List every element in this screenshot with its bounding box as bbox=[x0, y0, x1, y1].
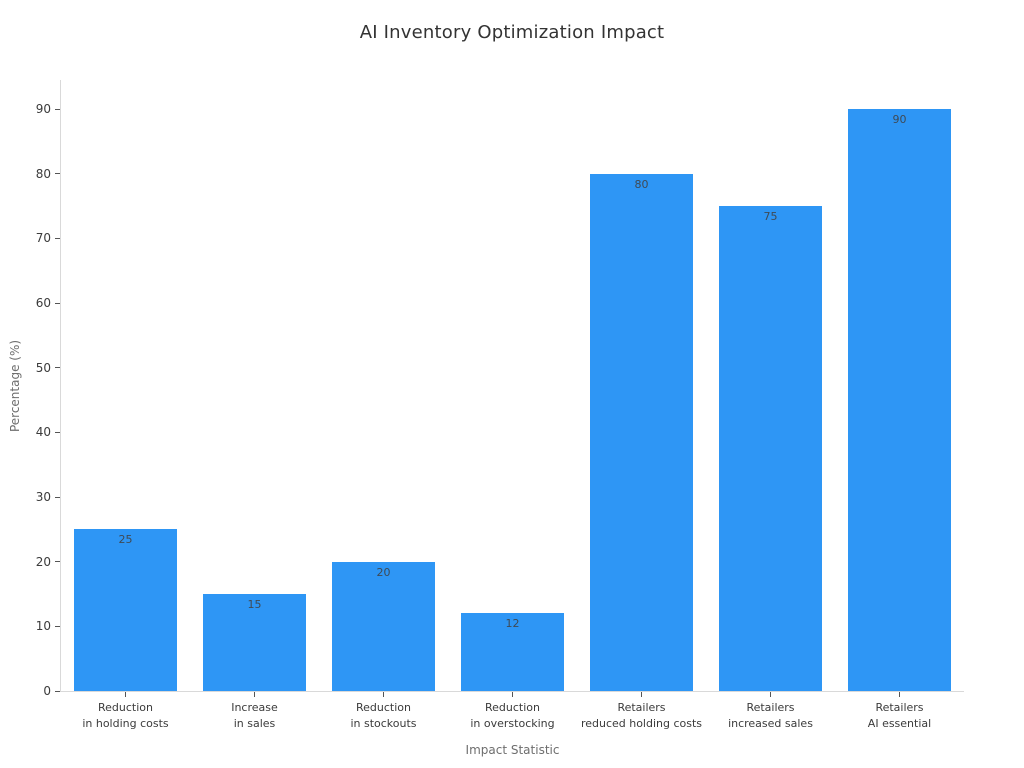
bar: 80 bbox=[590, 174, 693, 691]
y-axis-tick-label: 20 bbox=[35, 554, 51, 569]
y-axis-tick bbox=[55, 690, 60, 692]
bar: 25 bbox=[74, 529, 177, 691]
bar-value-label: 80 bbox=[634, 178, 649, 191]
y-axis-tick-label: 40 bbox=[35, 425, 51, 440]
y-axis-tick bbox=[55, 173, 60, 175]
bar: 75 bbox=[719, 206, 822, 691]
y-axis-tick-label: 0 bbox=[43, 684, 51, 698]
x-axis-tick bbox=[512, 692, 513, 697]
y-axis-tick bbox=[55, 367, 60, 369]
x-axis-title: Impact Statistic bbox=[465, 743, 560, 757]
bar: 20 bbox=[332, 562, 435, 691]
y-axis-tick-label: 80 bbox=[35, 166, 51, 181]
y-axis-tick bbox=[55, 302, 60, 304]
y-axis-tick-label: 60 bbox=[35, 296, 51, 311]
x-axis-category-label: Reduction in stockouts bbox=[350, 701, 417, 730]
y-axis-tick-label: 70 bbox=[35, 231, 51, 246]
bar: 15 bbox=[203, 594, 306, 691]
x-axis-tick bbox=[641, 692, 642, 697]
x-axis-category-label: Retailers AI essential bbox=[867, 701, 932, 730]
x-axis-tick bbox=[770, 692, 771, 697]
y-axis-tick bbox=[55, 496, 60, 498]
bar-value-label: 20 bbox=[376, 566, 391, 579]
x-axis-category-label: Increase in sales bbox=[231, 701, 278, 730]
y-axis-tick-label: 30 bbox=[35, 490, 51, 505]
x-axis-tick bbox=[254, 692, 255, 697]
y-axis-tick bbox=[55, 625, 60, 627]
y-axis-tick bbox=[55, 431, 60, 433]
bar-value-label: 90 bbox=[892, 113, 907, 126]
y-axis-tick bbox=[55, 561, 60, 563]
x-axis-tick bbox=[383, 692, 384, 697]
y-axis-tick-label: 90 bbox=[35, 102, 51, 117]
y-axis-tick-label: 10 bbox=[35, 619, 51, 634]
y-axis-title: Percentage (%) bbox=[8, 339, 22, 432]
bar-value-label: 15 bbox=[247, 598, 262, 611]
x-axis-tick bbox=[899, 692, 900, 697]
plot-area: Percentage (%) Impact Statistic 0 10 20 30 4… bbox=[8, 80, 964, 757]
bar: 90 bbox=[848, 109, 951, 691]
x-axis-category-label: Retailers reduced holding costs bbox=[580, 701, 703, 730]
y-axis-tick bbox=[55, 237, 60, 239]
bar-value-label: 12 bbox=[505, 617, 520, 630]
y-axis-tick-label: 50 bbox=[35, 360, 51, 375]
y-axis-tick bbox=[55, 108, 60, 110]
bar-value-label: 75 bbox=[763, 210, 778, 223]
x-axis-category-label: Retailers increased sales bbox=[728, 701, 813, 730]
bar: 12 bbox=[461, 613, 564, 691]
x-axis-tick bbox=[125, 692, 126, 697]
x-axis-category-label: Reduction in overstocking bbox=[470, 701, 555, 730]
x-axis-category-label: Reduction in holding costs bbox=[82, 701, 169, 730]
bar-value-label: 25 bbox=[118, 533, 133, 546]
chart-title: AI Inventory Optimization Impact bbox=[359, 22, 665, 43]
